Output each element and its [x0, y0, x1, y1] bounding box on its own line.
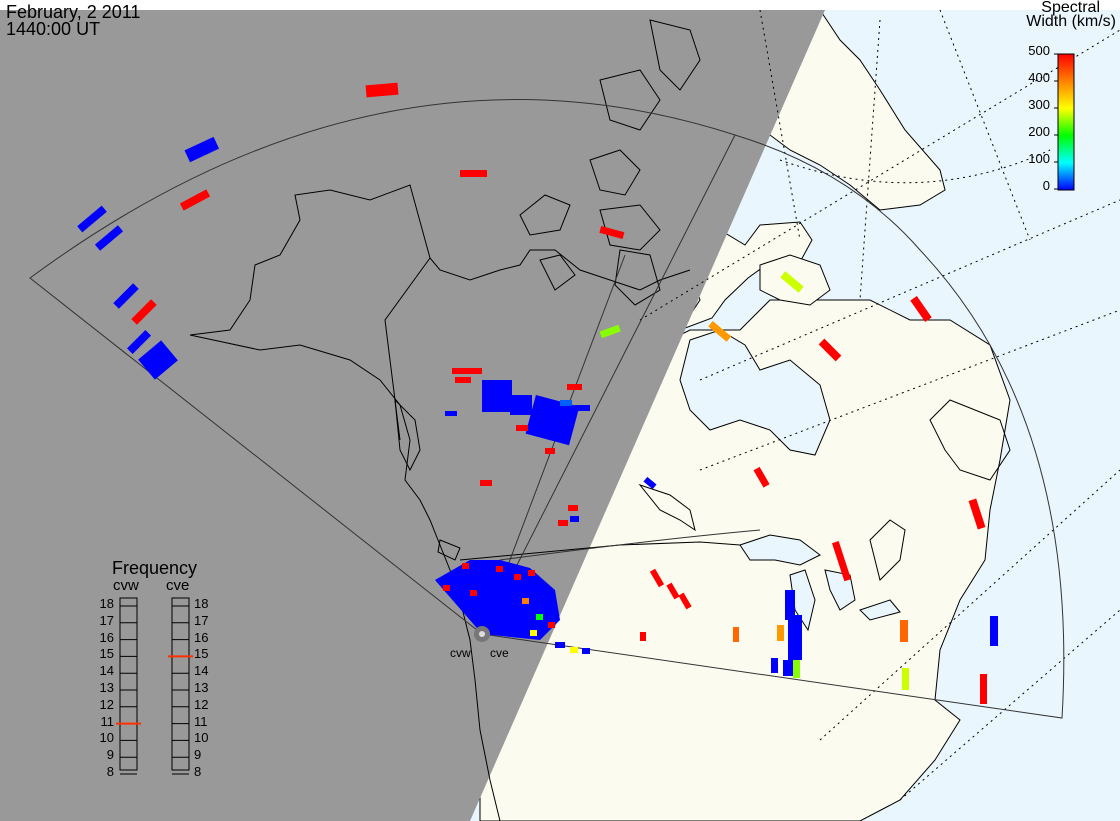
border-us-canada — [459, 541, 741, 561]
great-lakes — [739, 534, 901, 632]
colorbar-tick: 500 — [1028, 43, 1050, 58]
frequency-title: Frequency — [112, 558, 198, 578]
frequency-scale-label-cve: 13 — [194, 680, 209, 695]
frequency-scale-label-cve: 9 — [194, 747, 202, 763]
border-alaska-canada — [384, 257, 431, 441]
coastline-arctic-islands — [519, 19, 701, 306]
colorbar-tick: 0 — [1042, 178, 1050, 193]
frequency-scale-label-cvw: 16 — [99, 629, 114, 645]
frequency-scale-label-cve: 11 — [194, 713, 208, 729]
frequency-radar-cvw: cvw — [113, 577, 139, 594]
site-label-cvw: cvw — [450, 646, 471, 660]
frequency-scale-label-cvw: 9 — [106, 747, 114, 763]
coastline-alaska — [189, 184, 691, 336]
frequency-scale-label-cve: 14 — [194, 663, 209, 679]
frequency-scale-label-cvw: 8 — [106, 764, 114, 779]
lat-lon-grid — [639, 10, 1120, 801]
frequency-scale-label-cve: 17 — [194, 612, 209, 628]
colorbar-gradient — [1057, 53, 1075, 191]
frequency-scale-label-cvw: 14 — [99, 663, 114, 679]
frequency-scale-label-cve: 15 — [194, 646, 209, 662]
frequency-scale-label-cve: 10 — [194, 730, 209, 746]
hudson-bay — [679, 329, 831, 456]
colorbar-title-line1: Spectral — [1041, 0, 1100, 16]
radar-echoes — [77, 82, 998, 704]
frequency-scale-label-cvw: 12 — [99, 696, 114, 712]
colorbar-ticks — [1054, 53, 1058, 190]
frequency-scale-label-cvw: 13 — [99, 680, 114, 695]
coastline-day-details — [638, 399, 1011, 581]
site-label-cve: cve — [490, 646, 509, 660]
frequency-scales — [119, 597, 190, 775]
time-label: 1440:00 UT — [6, 19, 101, 39]
colorbar-tick: 300 — [1028, 97, 1050, 112]
frequency-scale-label-cvw: 15 — [99, 646, 114, 662]
coastline-west — [189, 334, 501, 821]
frequency-scale-label-cve: 8 — [194, 764, 202, 779]
colorbar-tick: 200 — [1028, 124, 1050, 139]
colorbar-tick: 400 — [1028, 70, 1050, 85]
frequency-scale-label-cvw: 10 — [99, 730, 114, 746]
coastline-vancouver — [394, 398, 461, 561]
colorbar-title-line2: Width (km/s) — [1026, 13, 1116, 30]
frequency-scale-label-cvw: 18 — [99, 596, 114, 611]
frequency-scale-label-cve: 12 — [194, 696, 209, 712]
night-region — [0, 10, 825, 821]
colorbar-tick: 100 — [1028, 151, 1050, 166]
frequency-scale-label-cve: 18 — [194, 596, 209, 611]
frequency-scale-label-cvw: 11 — [100, 713, 115, 729]
frequency-scale-label-cve: 16 — [194, 629, 209, 645]
date-label: February, 2 2011 — [6, 2, 141, 22]
frequency-radar-cve: cve — [166, 577, 190, 594]
frequency-scale-label-cvw: 17 — [99, 612, 114, 628]
